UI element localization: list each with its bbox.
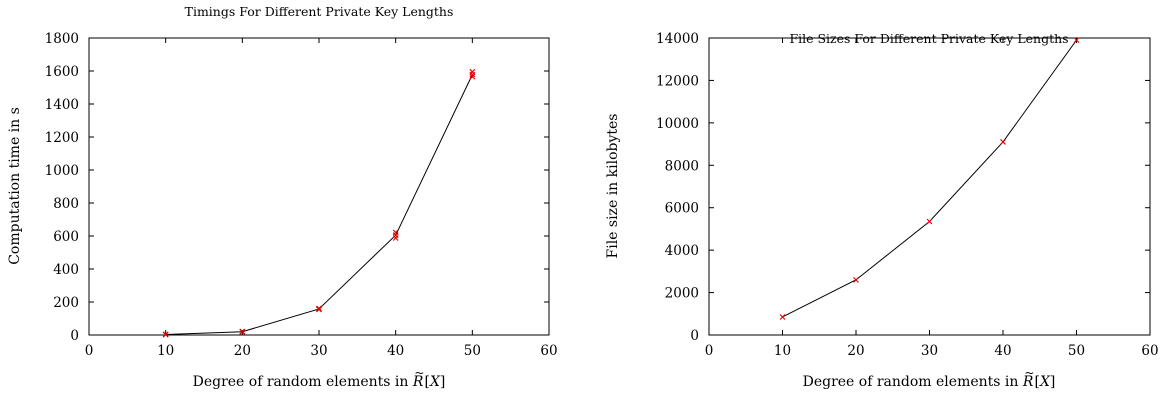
y-tick-label: 8000 (665, 158, 699, 174)
x-tick-label: 10 (774, 343, 791, 359)
y-tick-label: 1600 (45, 64, 79, 80)
y-tick-label: 12000 (656, 73, 699, 89)
y-tick-label: 1800 (45, 31, 79, 47)
x-ticks: 0 10 20 30 40 50 60 (85, 38, 558, 359)
y-axis-label: Computation time in s (7, 107, 23, 265)
data-point (392, 229, 399, 236)
x-tick-label: 20 (847, 343, 864, 359)
y-tick-label: 14000 (656, 31, 699, 47)
data-point (1000, 139, 1006, 145)
data-point (1073, 37, 1080, 44)
y-tick-label: 400 (53, 262, 79, 278)
marker-stroke (926, 218, 933, 225)
marker-stroke (779, 314, 786, 320)
data-point (162, 331, 169, 338)
series-line (165, 74, 473, 336)
y-tick-label: 0 (690, 328, 699, 344)
x-axis-label: Degree of random elements in R~[X] (803, 366, 1056, 390)
data-point (853, 276, 859, 283)
x-tick-label: 20 (234, 343, 251, 359)
x-tick-label: 0 (85, 343, 94, 359)
data-point (469, 68, 476, 75)
y-ticks: 0 2000 4000 6000 8000 10000 12000 14000 (656, 31, 1150, 344)
x-tick-label: 60 (540, 343, 557, 359)
x-tick-label: 50 (464, 343, 481, 359)
x-axis-label: Degree of random elements in R~[X] (193, 366, 446, 390)
marker-stroke (469, 73, 476, 80)
x-tick-label: 30 (310, 343, 327, 359)
y-tick-label: 600 (53, 229, 79, 245)
y-tick-label: 800 (53, 196, 79, 212)
data-point (779, 314, 786, 320)
y-tick-label: 2000 (665, 286, 699, 302)
y-axis-label: File size in kilobytes (605, 114, 621, 259)
timings-chart: Timings For Different Private Key Length… (7, 4, 558, 390)
data-point (926, 218, 933, 225)
x-tick-label: 10 (157, 343, 174, 359)
chart-title: Timings For Different Private Key Length… (185, 4, 454, 19)
data-point (239, 328, 246, 335)
data-series (162, 68, 476, 338)
x-tick-label: 40 (994, 343, 1011, 359)
x-tick-label: 40 (387, 343, 404, 359)
y-tick-label: 0 (70, 328, 79, 344)
x-tick-label: 0 (705, 343, 714, 359)
data-point (316, 305, 322, 312)
marker-stroke (469, 68, 476, 75)
file-sizes-chart: File Sizes For Different Private Key Len… (605, 31, 1159, 390)
y-tick-label: 1000 (45, 163, 79, 179)
y-tick-label: 1400 (45, 97, 79, 113)
y-tick-label: 6000 (665, 201, 699, 217)
y-tick-label: 10000 (656, 116, 699, 132)
data-point (469, 73, 476, 80)
y-ticks: 0 200 400 600 800 1000 1200 1400 1600 1800 (45, 31, 549, 344)
marker-stroke (853, 276, 859, 283)
x-tick-label: 50 (1068, 343, 1085, 359)
y-tick-label: 200 (53, 295, 79, 311)
x-ticks: 0 10 20 30 40 50 60 (705, 38, 1159, 359)
x-tick-label: 60 (1141, 343, 1158, 359)
marker-stroke (162, 331, 169, 338)
marker-stroke (239, 328, 246, 335)
y-tick-label: 1200 (45, 130, 79, 146)
plot-frame (88, 37, 550, 336)
marker-stroke (316, 305, 322, 312)
marker-stroke (1000, 139, 1006, 145)
x-tick-label: 30 (921, 343, 938, 359)
marker-stroke (1073, 37, 1080, 44)
data-series (779, 37, 1080, 320)
marker-stroke (392, 229, 399, 236)
y-tick-label: 4000 (665, 243, 699, 259)
series-line (782, 39, 1077, 318)
plot-frame (708, 37, 1151, 336)
